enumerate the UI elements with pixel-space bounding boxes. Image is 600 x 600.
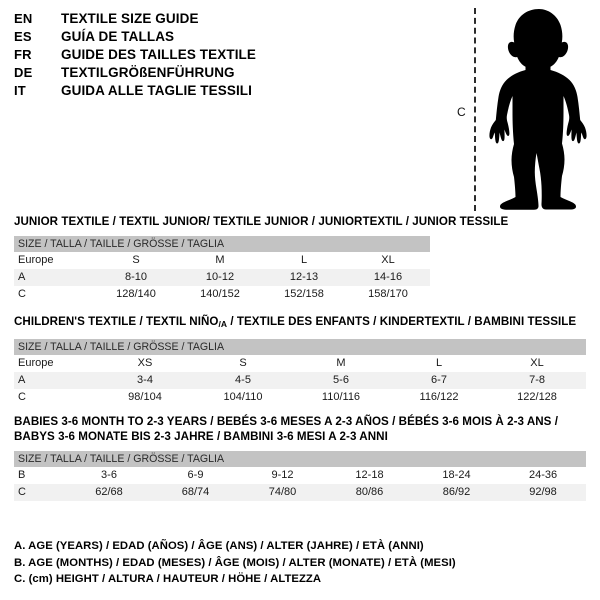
children-europe-val-4: XL (488, 355, 587, 372)
language-title-de: TEXTILGRÖßENFÜHRUNG (61, 65, 235, 80)
junior-row-a: A 8-10 10-12 12-13 14-16 (14, 269, 430, 286)
toddler-silhouette-icon (489, 9, 587, 210)
height-measurement-figure: C (448, 0, 600, 215)
babies-b-val-5: 24-36 (500, 467, 587, 484)
children-europe-val-0: XS (96, 355, 194, 372)
babies-size-table: SIZE / TALLA / TAILLE / GRÖSSE / TAGLIA … (14, 451, 587, 501)
junior-europe-val-3: XL (346, 252, 430, 269)
language-title-it: GUIDA ALLE TAGLIE TESSILI (61, 83, 252, 98)
height-dashed-guide-line (474, 8, 476, 211)
legend-line-c: C. (cm) HEIGHT / ALTURA / HAUTEUR / HÖHE… (14, 573, 322, 585)
junior-a-val-0: 8-10 (94, 269, 178, 286)
junior-c-val-1: 140/152 (178, 286, 262, 303)
junior-size-header-label: SIZE / TALLA / TAILLE / GRÖSSE / TAGLIA (14, 236, 430, 252)
language-code-it: IT (14, 83, 26, 98)
children-row-a: A 3-4 4-5 5-6 6-7 7-8 (14, 372, 587, 389)
section-title-babies-line2: BABYS 3-6 MONATE BIS 2-3 JAHRE / BAMBINI… (14, 430, 388, 443)
children-a-val-3: 6-7 (390, 372, 488, 389)
junior-a-val-2: 12-13 (262, 269, 346, 286)
language-code-es: ES (14, 29, 32, 44)
height-measure-label-c: C (457, 105, 466, 119)
junior-europe-val-2: L (262, 252, 346, 269)
babies-b-val-2: 9-12 (239, 467, 326, 484)
language-code-fr: FR (14, 47, 32, 62)
junior-size-table: SIZE / TALLA / TAILLE / GRÖSSE / TAGLIA … (14, 236, 430, 303)
children-a-val-1: 4-5 (194, 372, 292, 389)
language-row-it: IT GUIDA ALLE TAGLIE TESSILI (14, 83, 434, 101)
junior-c-val-2: 152/158 (262, 286, 346, 303)
babies-c-val-4: 86/92 (413, 484, 500, 501)
children-a-val-2: 5-6 (292, 372, 390, 389)
junior-table-header-row: SIZE / TALLA / TAILLE / GRÖSSE / TAGLIA (14, 236, 430, 252)
babies-b-val-4: 18-24 (413, 467, 500, 484)
section-title-children-post: / TEXTILE DES ENFANTS / KINDERTEXTIL / B… (227, 315, 577, 328)
junior-a-val-3: 14-16 (346, 269, 430, 286)
babies-size-header-label: SIZE / TALLA / TAILLE / GRÖSSE / TAGLIA (14, 451, 587, 467)
babies-row-b: B 3-6 6-9 9-12 12-18 18-24 24-36 (14, 467, 587, 484)
children-c-val-4: 122/128 (488, 389, 587, 406)
language-row-en: EN TEXTILE SIZE GUIDE (14, 11, 434, 29)
language-title-block: EN TEXTILE SIZE GUIDE ES GUÍA DE TALLAS … (14, 11, 434, 101)
section-title-children: CHILDREN'S TEXTILE / TEXTIL NIÑO/A / TEX… (14, 314, 586, 332)
language-row-es: ES GUÍA DE TALLAS (14, 29, 434, 47)
measurement-legend: A. AGE (YEARS) / EDAD (AÑOS) / ÂGE (ANS)… (14, 538, 574, 588)
babies-b-val-1: 6-9 (152, 467, 239, 484)
babies-c-val-0: 62/68 (66, 484, 152, 501)
children-size-table: SIZE / TALLA / TAILLE / GRÖSSE / TAGLIA … (14, 339, 587, 406)
children-a-val-4: 7-8 (488, 372, 587, 389)
section-children-textile: CHILDREN'S TEXTILE / TEXTIL NIÑO/A / TEX… (14, 314, 587, 406)
section-junior-textile: JUNIOR TEXTILE / TEXTIL JUNIOR/ TEXTILE … (14, 214, 508, 303)
junior-row-label-a: A (14, 269, 94, 286)
language-row-fr: FR GUIDE DES TAILLES TEXTILE (14, 47, 434, 65)
section-title-children-pre: CHILDREN'S TEXTILE / TEXTIL NIÑO (14, 315, 219, 328)
language-code-de: DE (14, 65, 33, 80)
children-a-val-0: 3-4 (96, 372, 194, 389)
children-row-label-c: C (14, 389, 96, 406)
junior-europe-val-0: S (94, 252, 178, 269)
children-c-val-0: 98/104 (96, 389, 194, 406)
children-row-label-a: A (14, 372, 96, 389)
section-babies-textile: BABIES 3-6 MONTH TO 2-3 YEARS / BEBÉS 3-… (14, 414, 587, 501)
legend-line-b: B. AGE (MONTHS) / EDAD (MESES) / ÂGE (MO… (14, 556, 456, 569)
junior-a-val-1: 10-12 (178, 269, 262, 286)
children-row-c: C 98/104 104/110 110/116 116/122 122/128 (14, 389, 587, 406)
language-title-en: TEXTILE SIZE GUIDE (61, 11, 199, 26)
language-title-es: GUÍA DE TALLAS (61, 29, 175, 44)
section-title-junior: JUNIOR TEXTILE / TEXTIL JUNIOR/ TEXTILE … (14, 215, 509, 228)
babies-c-val-3: 80/86 (326, 484, 413, 501)
children-size-header-label: SIZE / TALLA / TAILLE / GRÖSSE / TAGLIA (14, 339, 587, 355)
children-europe-val-3: L (390, 355, 488, 372)
legend-line-a: A. AGE (YEARS) / EDAD (AÑOS) / ÂGE (ANS)… (14, 540, 424, 552)
babies-c-val-5: 92/98 (500, 484, 587, 501)
junior-row-europe: Europe S M L XL (14, 252, 430, 269)
children-europe-val-2: M (292, 355, 390, 372)
language-title-fr: GUIDE DES TAILLES TEXTILE (61, 47, 257, 62)
babies-c-val-2: 74/80 (239, 484, 326, 501)
children-c-val-2: 110/116 (292, 389, 390, 406)
children-table-header-row: SIZE / TALLA / TAILLE / GRÖSSE / TAGLIA (14, 339, 587, 355)
children-row-europe: Europe XS S M L XL (14, 355, 587, 372)
babies-table-header-row: SIZE / TALLA / TAILLE / GRÖSSE / TAGLIA (14, 451, 587, 467)
children-row-label-europe: Europe (14, 355, 96, 372)
babies-b-val-0: 3-6 (66, 467, 152, 484)
babies-c-val-1: 68/74 (152, 484, 239, 501)
babies-row-label-b: B (14, 467, 66, 484)
junior-c-val-0: 128/140 (94, 286, 178, 303)
junior-c-val-3: 158/170 (346, 286, 430, 303)
junior-row-label-c: C (14, 286, 94, 303)
language-row-de: DE TEXTILGRÖßENFÜHRUNG (14, 65, 434, 83)
children-europe-val-1: S (194, 355, 292, 372)
junior-row-label-europe: Europe (14, 252, 94, 269)
babies-b-val-3: 12-18 (326, 467, 413, 484)
language-code-en: EN (14, 11, 33, 26)
children-c-val-1: 104/110 (194, 389, 292, 406)
babies-row-label-c: C (14, 484, 66, 501)
babies-row-c: C 62/68 68/74 74/80 80/86 86/92 92/98 (14, 484, 587, 501)
section-title-babies-line1: BABIES 3-6 MONTH TO 2-3 YEARS / BEBÉS 3-… (14, 415, 559, 428)
section-title-children-sub: /A (218, 319, 228, 329)
junior-europe-val-1: M (178, 252, 262, 269)
children-c-val-3: 116/122 (390, 389, 488, 406)
junior-row-c: C 128/140 140/152 152/158 158/170 (14, 286, 430, 303)
